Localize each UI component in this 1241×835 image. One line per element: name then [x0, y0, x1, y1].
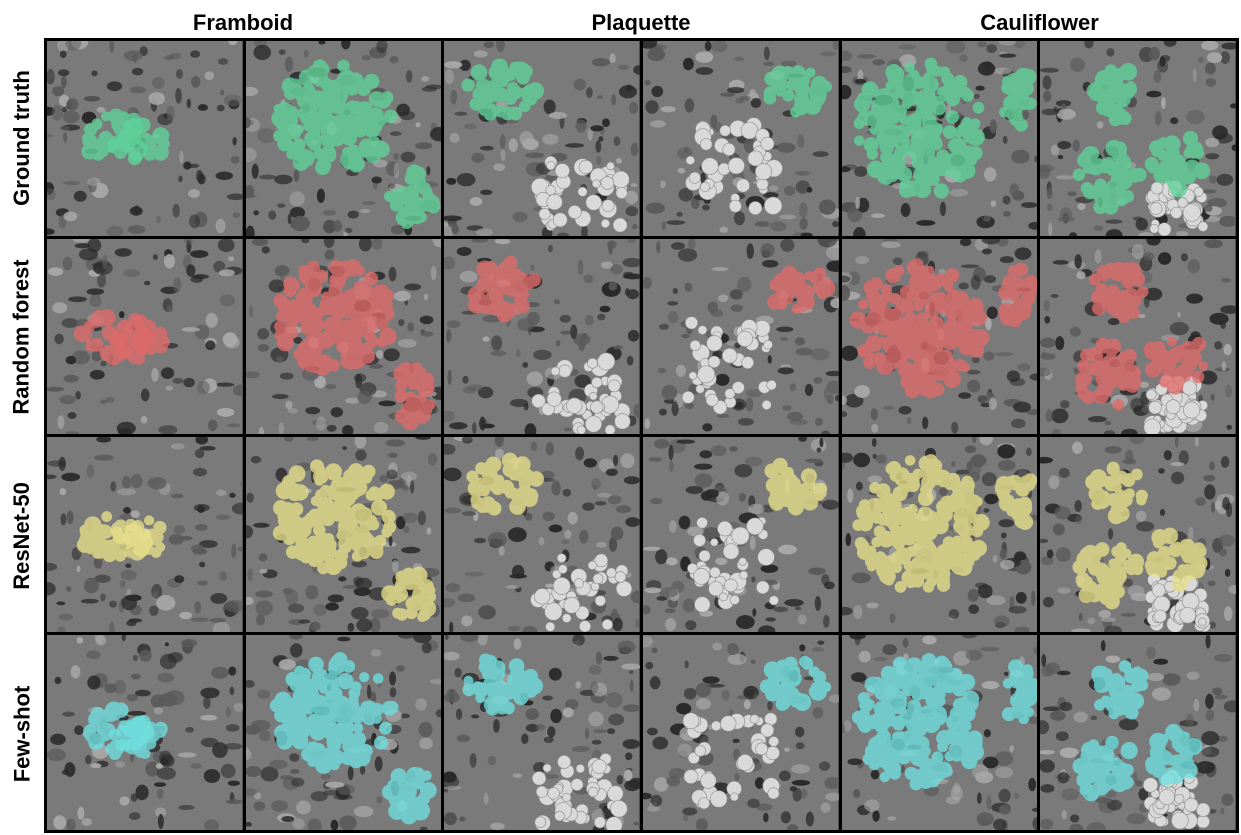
segmentation-image-grid	[44, 38, 1239, 833]
image-tile	[245, 41, 442, 236]
column-header-framboid: Framboid	[192, 10, 294, 35]
image-tile	[643, 239, 839, 434]
row-label-few-shot: Few-shot	[9, 685, 34, 783]
image-tile	[47, 437, 243, 632]
row-label-resnet-50: ResNet-50	[9, 481, 35, 590]
image-tile	[643, 437, 839, 632]
image-tile	[444, 41, 640, 236]
image-tile	[1040, 635, 1236, 830]
image-tile	[47, 41, 243, 236]
image-tile	[1040, 239, 1236, 434]
image-tile	[643, 41, 839, 236]
image-tile	[841, 41, 1038, 236]
image-tile	[245, 239, 442, 434]
image-tile	[245, 437, 442, 632]
column-header-cauliflower: Cauliflower	[980, 10, 1099, 35]
image-tile	[841, 635, 1038, 830]
image-tile	[444, 239, 640, 434]
row-label-ground-truth: Ground truth	[9, 69, 35, 206]
image-tile	[444, 635, 640, 830]
image-tile	[47, 239, 243, 434]
image-tile	[444, 437, 640, 632]
image-tile	[643, 635, 839, 830]
image-tile	[841, 437, 1038, 632]
column-header-plaquette: Plaquette	[591, 10, 691, 35]
image-tile	[1040, 41, 1236, 236]
row-label-random-forest: Random forest	[9, 258, 34, 415]
image-tile	[841, 239, 1038, 434]
image-tile	[245, 635, 442, 830]
image-tile	[1040, 437, 1236, 632]
image-tile	[47, 635, 243, 830]
